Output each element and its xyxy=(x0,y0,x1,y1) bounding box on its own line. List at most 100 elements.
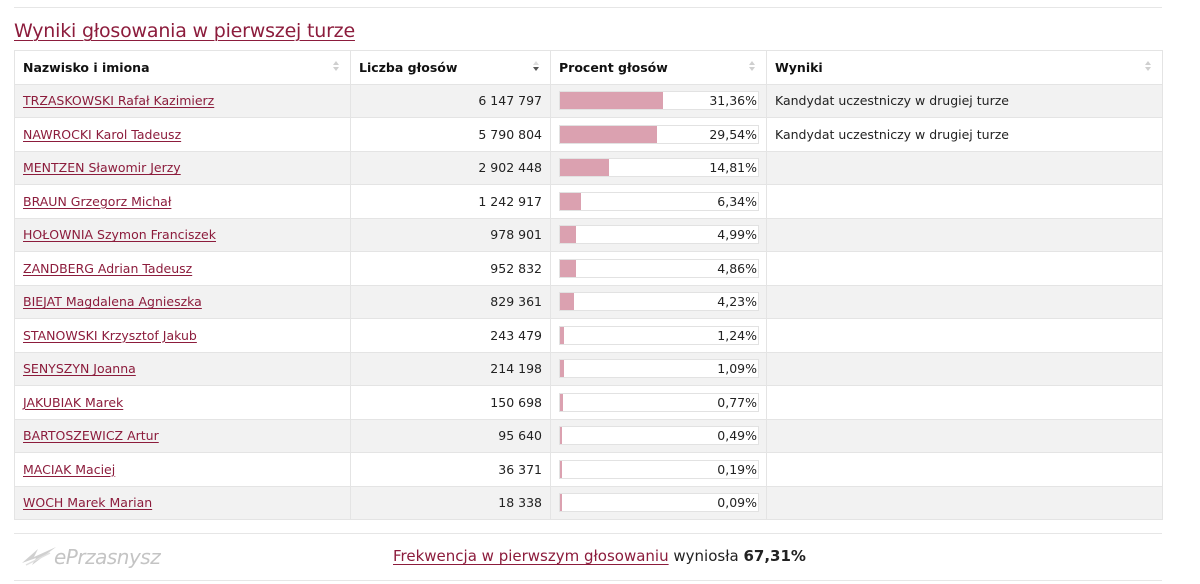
table-row: MENTZEN Sławomir Jerzy 2 902 448 14,81% xyxy=(14,150,1163,185)
percent-value: 0,49% xyxy=(717,428,757,444)
votes-cell: 829 361 xyxy=(350,284,551,319)
percent-value: 31,36% xyxy=(709,93,757,109)
percent-cell: 0,09% xyxy=(550,485,767,520)
candidate-name-cell: BIEJAT Magdalena Agnieszka xyxy=(14,284,351,319)
percent-bar: 14,81% xyxy=(559,158,759,178)
result-cell xyxy=(766,251,1163,286)
candidate-link[interactable]: TRZASKOWSKI Rafał Kazimierz xyxy=(23,93,215,109)
column-header-percent[interactable]: Procent głosów xyxy=(550,50,767,85)
table-row: HOŁOWNIA Szymon Franciszek 978 901 4,99% xyxy=(14,217,1163,252)
percent-cell: 4,99% xyxy=(550,217,767,252)
votes-cell: 150 698 xyxy=(350,385,551,420)
result-cell xyxy=(766,150,1163,185)
section-title[interactable]: Wyniki głosowania w pierwszej turze xyxy=(14,20,355,42)
percent-cell: 1,24% xyxy=(550,318,767,353)
candidate-name-cell: JAKUBIAK Marek xyxy=(14,385,351,420)
turnout-text: wyniosła xyxy=(673,547,739,565)
percent-bar-fill xyxy=(560,494,562,512)
result-cell xyxy=(766,284,1163,319)
percent-value: 4,99% xyxy=(717,227,757,243)
percent-bar-fill xyxy=(560,360,564,378)
candidate-link[interactable]: SENYSZYN Joanna xyxy=(23,361,136,377)
table-row: TRZASKOWSKI Rafał Kazimierz 6 147 797 31,3… xyxy=(14,83,1163,118)
percent-cell: 29,54% xyxy=(550,117,767,152)
result-cell xyxy=(766,418,1163,453)
candidate-name-cell: BARTOSZEWICZ Artur xyxy=(14,418,351,453)
result-cell: Kandydat uczestniczy w drugiej turze xyxy=(766,117,1163,152)
candidate-name-cell: HOŁOWNIA Szymon Franciszek xyxy=(14,217,351,252)
candidate-link[interactable]: MACIAK Maciej xyxy=(23,461,116,477)
result-cell xyxy=(766,485,1163,520)
candidate-link[interactable]: ZANDBERG Adrian Tadeusz xyxy=(23,260,193,276)
table-row: SENYSZYN Joanna 214 198 1,09% xyxy=(14,351,1163,386)
site-logo[interactable]: ePrzasnysz xyxy=(20,541,161,573)
column-header-name[interactable]: Nazwisko i imiona xyxy=(14,50,351,85)
column-header-result[interactable]: Wyniki xyxy=(766,50,1163,85)
votes-cell: 36 371 xyxy=(350,452,551,487)
candidate-link[interactable]: NAWROCKI Karol Tadeusz xyxy=(23,126,182,142)
candidate-name-cell: NAWROCKI Karol Tadeusz xyxy=(14,117,351,152)
candidate-name-cell: TRZASKOWSKI Rafał Kazimierz xyxy=(14,83,351,118)
result-cell xyxy=(766,385,1163,420)
candidate-name-cell: SENYSZYN Joanna xyxy=(14,351,351,386)
percent-bar: 0,09% xyxy=(559,493,759,513)
percent-cell: 4,23% xyxy=(550,284,767,319)
votes-cell: 6 147 797 xyxy=(350,83,551,118)
percent-bar-fill xyxy=(560,192,581,210)
votes-cell: 2 902 448 xyxy=(350,150,551,185)
percent-bar: 4,99% xyxy=(559,225,759,245)
candidate-link[interactable]: BIEJAT Magdalena Agnieszka xyxy=(23,294,202,310)
results-table: Nazwisko i imiona Liczba głosów Procent … xyxy=(14,50,1163,520)
percent-value: 6,34% xyxy=(717,193,757,209)
percent-value: 0,09% xyxy=(717,495,757,511)
percent-bar: 0,49% xyxy=(559,426,759,446)
column-header-votes[interactable]: Liczba głosów xyxy=(350,50,551,85)
candidate-name-cell: STANOWSKI Krzysztof Jakub xyxy=(14,318,351,353)
candidate-name-cell: MENTZEN Sławomir Jerzy xyxy=(14,150,351,185)
percent-value: 4,23% xyxy=(717,294,757,310)
percent-bar-fill xyxy=(560,259,577,277)
logo-mark-icon xyxy=(22,547,56,566)
votes-cell: 95 640 xyxy=(350,418,551,453)
sort-icon xyxy=(749,60,756,74)
result-cell: Kandydat uczestniczy w drugiej turze xyxy=(766,83,1163,118)
percent-bar-fill xyxy=(560,460,562,478)
percent-value: 14,81% xyxy=(709,160,757,176)
percent-cell: 31,36% xyxy=(550,83,767,118)
candidate-name-cell: WOCH Marek Marian xyxy=(14,485,351,520)
percent-bar: 4,86% xyxy=(559,258,759,278)
percent-bar-fill xyxy=(560,125,658,143)
percent-cell: 4,86% xyxy=(550,251,767,286)
percent-bar: 1,09% xyxy=(559,359,759,379)
turnout-link[interactable]: Frekwencja w pierwszym głosowaniu xyxy=(393,547,669,565)
candidate-link[interactable]: BARTOSZEWICZ Artur xyxy=(23,428,159,444)
turnout-value: 67,31% xyxy=(743,547,806,565)
table-row: NAWROCKI Karol Tadeusz 5 790 804 29,54% Kan… xyxy=(14,117,1163,152)
table-row: BRAUN Grzegorz Michał 1 242 917 6,34% xyxy=(14,184,1163,219)
candidate-link[interactable]: HOŁOWNIA Szymon Franciszek xyxy=(23,227,216,243)
table-row: MACIAK Maciej 36 371 0,19% xyxy=(14,452,1163,487)
sort-desc-icon xyxy=(533,60,540,74)
candidate-link[interactable]: BRAUN Grzegorz Michał xyxy=(23,193,172,209)
sort-icon xyxy=(1145,60,1152,74)
percent-bar: 0,19% xyxy=(559,459,759,479)
percent-bar-fill xyxy=(560,92,664,110)
table-row: STANOWSKI Krzysztof Jakub 243 479 1,24% xyxy=(14,318,1163,353)
table-header-row: Nazwisko i imiona Liczba głosów Procent … xyxy=(14,50,1163,85)
percent-cell: 1,09% xyxy=(550,351,767,386)
footer-divider xyxy=(14,533,1162,534)
candidate-link[interactable]: MENTZEN Sławomir Jerzy xyxy=(23,160,181,176)
candidate-link[interactable]: WOCH Marek Marian xyxy=(23,495,153,511)
percent-cell: 14,81% xyxy=(550,150,767,185)
turnout-summary: Frekwencja w pierwszym głosowaniu wynios… xyxy=(393,547,806,565)
percent-value: 1,24% xyxy=(717,327,757,343)
percent-cell: 0,19% xyxy=(550,452,767,487)
candidate-link[interactable]: JAKUBIAK Marek xyxy=(23,394,124,410)
percent-cell: 0,77% xyxy=(550,385,767,420)
percent-cell: 6,34% xyxy=(550,184,767,219)
percent-bar-fill xyxy=(560,226,577,244)
percent-value: 1,09% xyxy=(717,361,757,377)
percent-bar: 0,77% xyxy=(559,392,759,412)
percent-bar: 31,36% xyxy=(559,91,759,111)
candidate-link[interactable]: STANOWSKI Krzysztof Jakub xyxy=(23,327,197,343)
